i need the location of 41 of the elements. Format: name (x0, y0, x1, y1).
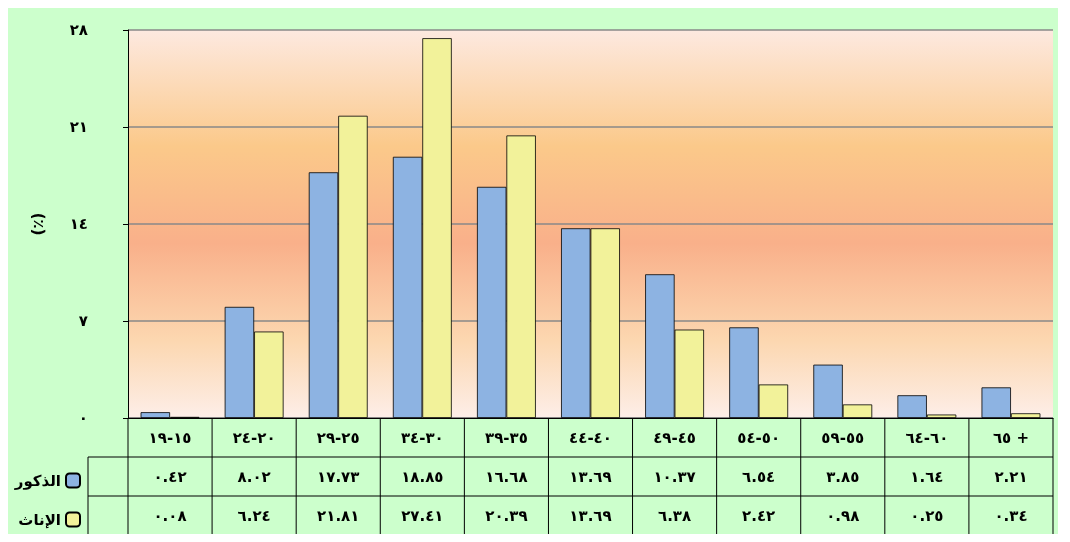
y-tick-label: ٢٨ (69, 21, 88, 39)
data-label: ٠.٢٥ (910, 506, 944, 525)
data-label: ١٦.٦٨ (485, 467, 528, 486)
x-tick-label: ٤٠-٤٤ (569, 428, 612, 447)
x-tick-label: ٢٠-٢٤ (232, 428, 276, 447)
data-label: ٢٧.٤١ (401, 506, 444, 525)
data-label: ٨.٠٢ (237, 467, 271, 486)
data-label: ١٨.٨٥ (401, 467, 444, 486)
data-label: ١٧.٧٣ (317, 467, 360, 486)
x-tick-label: ٦٥ + (992, 428, 1030, 447)
data-label: ١٣.٦٩ (569, 467, 612, 486)
x-tick-label: ٣٥-٣٩ (484, 428, 528, 447)
data-label: ٠.٩٨ (826, 506, 860, 525)
y-axis-title: (٪) (29, 212, 47, 236)
data-label: ٠.٤٢ (153, 467, 187, 486)
data-label: ٦.٥٤ (742, 467, 776, 486)
data-label: ١.٦٤ (910, 467, 944, 486)
data-label: ٢.٢١ (994, 467, 1028, 486)
x-tick-label: ٥٥-٥٩ (821, 428, 865, 447)
y-tick-label: ٠ (78, 409, 88, 427)
x-tick-label: ٤٥-٤٩ (653, 428, 697, 447)
y-tick-label: ١٤ (69, 215, 88, 233)
data-label: ١٠.٣٧ (653, 467, 696, 486)
data-label: ٢١.٨١ (317, 506, 360, 525)
data-label: ٠.٣٤ (994, 506, 1028, 525)
x-tick-label: ٣٠-٣٤ (400, 428, 444, 447)
data-label: ١٣.٦٩ (569, 506, 612, 525)
legend-label: الإناث (18, 510, 61, 529)
y-tick-label: ٧ (78, 312, 88, 330)
x-tick-label: ٢٥-٢٩ (316, 428, 360, 447)
y-tick-label: ٢١ (69, 118, 88, 136)
data-label: ٣.٨٥ (826, 467, 860, 486)
legend-label: الذكور (13, 471, 61, 490)
x-tick-label: ٥٠-٥٤ (737, 428, 781, 447)
x-tick-label: ١٥-١٩ (148, 428, 192, 447)
data-label: ٠.٠٨ (153, 506, 187, 525)
x-tick-label: ٦٠-٦٤ (905, 428, 949, 447)
data-label: ٦.٢٤ (237, 506, 271, 525)
data-label: ٦.٣٨ (658, 506, 692, 525)
data-label: ٢.٤٢ (742, 506, 776, 525)
data-label: ٢٠.٣٩ (485, 506, 528, 525)
